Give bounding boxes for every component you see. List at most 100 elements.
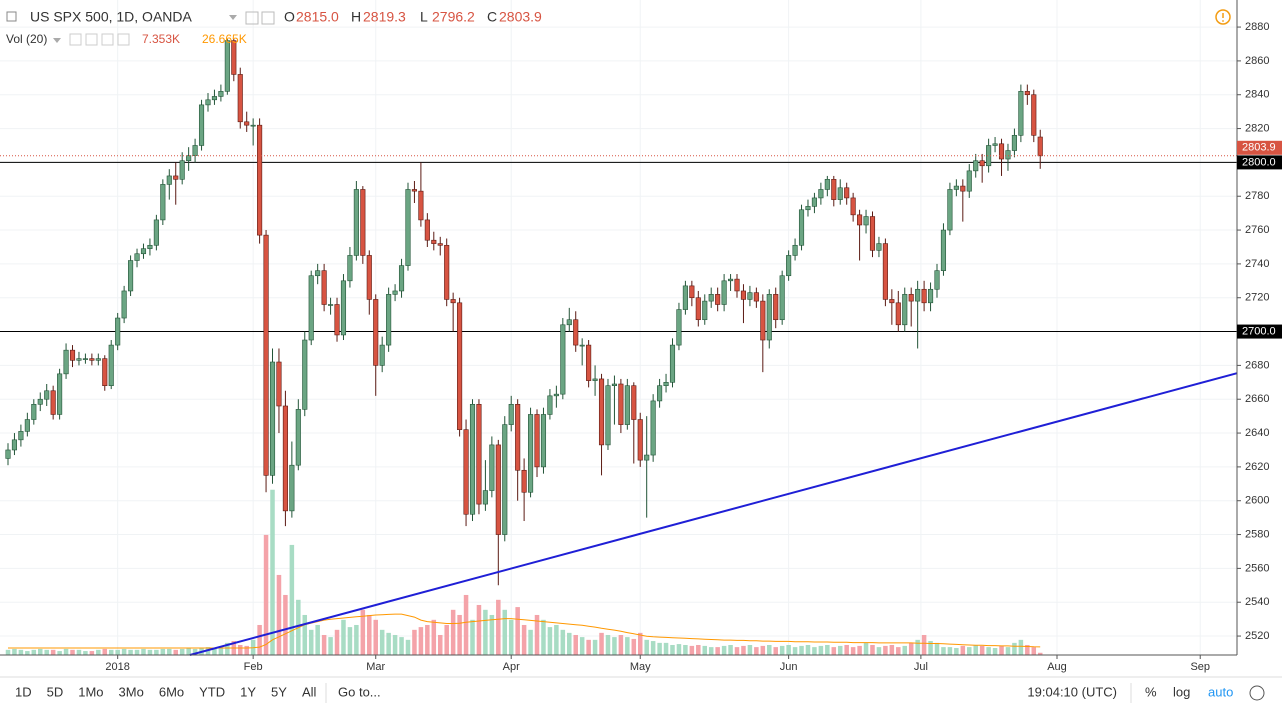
volume-bar bbox=[637, 632, 643, 655]
price-label: 2700.0 bbox=[1242, 325, 1276, 337]
candle-body bbox=[947, 189, 953, 231]
candle-body bbox=[895, 302, 901, 326]
hide-icon[interactable] bbox=[85, 33, 98, 46]
candle-body bbox=[50, 390, 56, 415]
volume-bar bbox=[386, 632, 391, 655]
candle-body bbox=[586, 344, 592, 381]
range-button[interactable]: All bbox=[302, 684, 317, 699]
volume-bar bbox=[547, 627, 553, 655]
price-label-box bbox=[1237, 140, 1282, 155]
volume-bar bbox=[367, 614, 372, 655]
candle-body bbox=[102, 358, 108, 386]
volume-bar bbox=[689, 645, 695, 655]
trendline bbox=[189, 372, 1238, 656]
dropdown-icon[interactable] bbox=[229, 15, 237, 20]
candle-body bbox=[779, 275, 785, 321]
plot-area bbox=[0, 0, 1238, 656]
candle-body bbox=[482, 490, 488, 505]
candle-body bbox=[682, 285, 688, 310]
volume-bar bbox=[341, 619, 346, 655]
clock: 19:04:10 (UTC) bbox=[1027, 684, 1117, 699]
candle-body bbox=[960, 185, 966, 192]
scale-option[interactable]: log bbox=[1173, 684, 1190, 699]
range-button[interactable]: 5D bbox=[47, 684, 64, 699]
candle-body bbox=[276, 361, 282, 407]
candle-body bbox=[457, 302, 463, 430]
range-button[interactable]: 1D bbox=[15, 684, 32, 699]
volume-bar bbox=[554, 624, 559, 655]
candle-body bbox=[702, 300, 708, 321]
dropdown-icon[interactable] bbox=[53, 38, 61, 43]
volume-bar bbox=[792, 647, 798, 655]
candle-body bbox=[560, 324, 566, 395]
volume-bar bbox=[44, 649, 49, 655]
candle-body bbox=[192, 145, 198, 156]
candle-body bbox=[179, 160, 185, 180]
range-button[interactable]: YTD bbox=[199, 684, 225, 699]
toolbar: 1D 5D 1Mo 3Mo 6Mo YTD 1Y 5Y All Go to... 19:04:10 … bbox=[15, 683, 1265, 703]
volume-bar bbox=[192, 648, 198, 655]
volume-bar bbox=[496, 599, 501, 655]
candle-body bbox=[863, 216, 869, 226]
volume-bar bbox=[857, 645, 862, 655]
volume-bar bbox=[786, 644, 791, 655]
range-button[interactable]: 3Mo bbox=[119, 684, 144, 699]
candle-body bbox=[889, 299, 895, 304]
volume-bar bbox=[992, 648, 998, 655]
range-button[interactable]: 1Mo bbox=[78, 684, 103, 699]
candle-body bbox=[437, 243, 443, 246]
remove-icon[interactable] bbox=[117, 33, 130, 46]
candle-body bbox=[837, 187, 843, 200]
candle-body bbox=[405, 189, 411, 266]
symbol-title: US SPX 500, 1D, OANDA bbox=[30, 9, 193, 25]
settings-icon[interactable] bbox=[1249, 685, 1265, 701]
scale-option[interactable]: auto bbox=[1208, 684, 1233, 699]
volume-bar bbox=[760, 645, 766, 655]
volume-bar bbox=[76, 649, 82, 655]
settings-icon[interactable] bbox=[245, 11, 259, 25]
volume-bar bbox=[489, 614, 495, 655]
candle-body bbox=[392, 290, 398, 295]
range-button[interactable]: 6Mo bbox=[159, 684, 184, 699]
scale-option[interactable]: % bbox=[1145, 684, 1157, 699]
volume-bar bbox=[986, 647, 991, 655]
candle-body bbox=[650, 400, 656, 456]
candle-body bbox=[921, 288, 927, 304]
alert-icon[interactable] bbox=[1215, 9, 1231, 25]
volume-bar bbox=[502, 609, 508, 655]
volume-bar bbox=[237, 644, 243, 655]
alert-icon-dot bbox=[1222, 20, 1224, 22]
volume-bar bbox=[908, 642, 914, 655]
volume-bar bbox=[696, 644, 701, 655]
volume-bar bbox=[270, 489, 275, 655]
volume-bar bbox=[592, 639, 598, 655]
volume-bar bbox=[779, 645, 785, 655]
candle-body bbox=[353, 189, 359, 256]
settings-icon[interactable] bbox=[69, 33, 82, 46]
candle-body bbox=[250, 124, 256, 127]
range-button[interactable]: 5Y bbox=[271, 684, 287, 699]
add-icon[interactable] bbox=[101, 33, 114, 46]
candle-body bbox=[940, 229, 947, 271]
candle-body bbox=[676, 309, 682, 346]
collapse-icon[interactable] bbox=[6, 11, 17, 22]
compare-icon[interactable] bbox=[261, 11, 275, 25]
volume-bar bbox=[141, 648, 146, 655]
y-tick-label: 2860 bbox=[1245, 55, 1269, 67]
range-button[interactable]: 1Y bbox=[240, 684, 256, 699]
candle-body bbox=[5, 449, 11, 459]
volume-bar bbox=[825, 644, 830, 655]
volume-bar bbox=[534, 614, 540, 655]
volume-bar bbox=[412, 629, 417, 655]
volume-bar bbox=[934, 642, 940, 655]
volume-bar bbox=[418, 627, 424, 655]
candle-body bbox=[934, 270, 940, 290]
candle-body bbox=[418, 190, 424, 221]
goto-button[interactable]: Go to... bbox=[338, 684, 381, 699]
volume-bar bbox=[12, 648, 17, 655]
candle-body bbox=[24, 419, 30, 432]
candle-body bbox=[231, 40, 237, 75]
y-tick-label: 2620 bbox=[1245, 461, 1269, 473]
volume-bar bbox=[431, 619, 437, 655]
candle-body bbox=[927, 288, 934, 304]
